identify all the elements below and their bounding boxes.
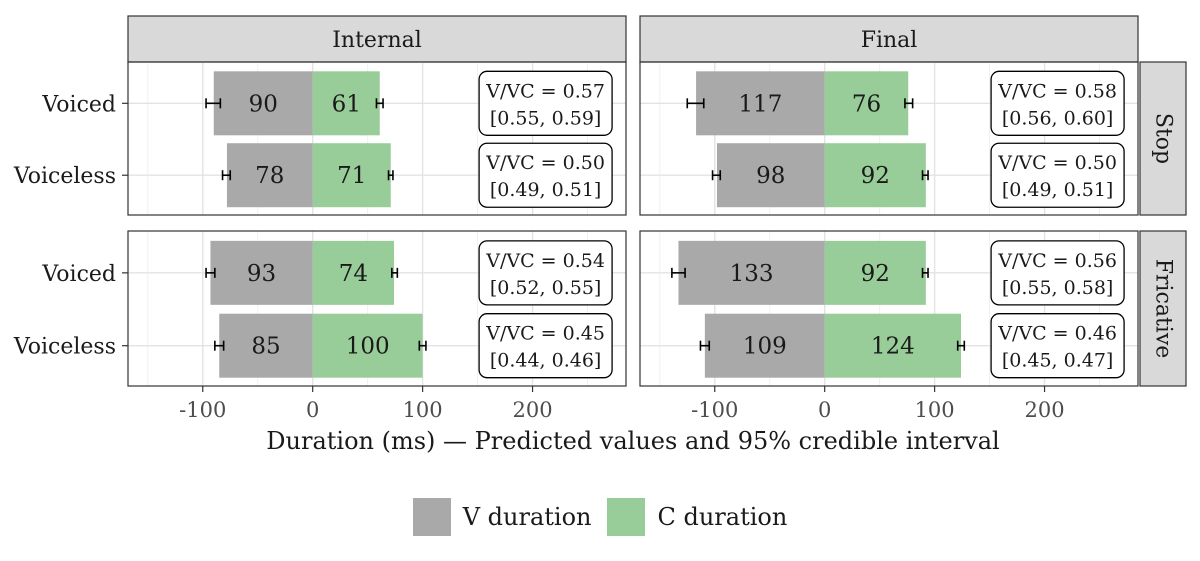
data-label-v-internal-stop-voiceless: 78 (255, 163, 284, 189)
x-axis-title: Duration (ms) — Predicted values and 95%… (266, 427, 1000, 455)
annotation-ci-final-stop-voiceless: [0.49, 0.51] (1002, 179, 1114, 201)
data-label-v-final-stop-voiced: 117 (738, 91, 782, 117)
x-tick-label: 0 (818, 398, 831, 422)
legend-label-c: C duration (657, 503, 788, 531)
legend: V duration C duration (0, 492, 1200, 542)
data-label-v-internal-fricative-voiceless: 85 (251, 334, 280, 360)
bar-c-final-fricative-voiceless (824, 313, 962, 378)
facet-strip-label-fricative: Fricative (1151, 259, 1176, 359)
bar-c-internal-fricative-voiceless (312, 313, 423, 378)
bar-v-final-stop-voiced (696, 71, 825, 136)
bar-c-final-fricative-voiced (824, 240, 926, 305)
legend-item-c: C duration (607, 498, 787, 536)
data-label-c-internal-fricative-voiced: 74 (339, 261, 368, 287)
annotation-ci-final-fricative-voiceless: [0.45, 0.47] (1002, 350, 1114, 372)
data-label-v-final-fricative-voiced: 133 (730, 261, 774, 287)
panel-border-final-fricative (639, 230, 1139, 387)
x-tick-label: 200 (513, 398, 553, 422)
annotation-ci-final-stop-voiced: [0.56, 0.60] (1002, 107, 1114, 129)
annotation-ratio-final-stop-voiceless: V/VC = 0.50 (997, 152, 1117, 174)
facet-strip-label-internal: Internal (332, 28, 422, 53)
annotation-box-final-fricative-voiced (990, 240, 1125, 306)
annotation-box-internal-stop-voiceless (478, 142, 613, 208)
data-label-v-final-stop-voiceless: 98 (756, 163, 785, 189)
annotation-ratio-internal-stop-voiced: V/VC = 0.57 (485, 80, 605, 102)
x-tick-label: 100 (915, 398, 955, 422)
annotation-ratio-final-fricative-voiced: V/VC = 0.56 (997, 250, 1117, 272)
annotation-box-internal-fricative-voiced (478, 240, 613, 306)
legend-label-v: V duration (462, 503, 592, 531)
annotation-ratio-final-stop-voiced: V/VC = 0.58 (997, 80, 1117, 102)
legend-swatch-v (412, 498, 451, 536)
annotation-ratio-internal-stop-voiceless: V/VC = 0.50 (485, 152, 605, 174)
annotation-ci-internal-fricative-voiceless: [0.44, 0.46] (490, 350, 602, 372)
x-tick-label: -100 (691, 398, 738, 422)
facet-strip-label-final: Final (861, 28, 918, 53)
x-tick-label: 100 (403, 398, 443, 422)
facet-strip-internal (127, 15, 627, 63)
x-tick-label: 200 (1025, 398, 1065, 422)
y-tick-label-voiced: Voiced (41, 262, 116, 287)
data-label-c-final-fricative-voiced: 92 (861, 261, 890, 287)
data-label-c-internal-stop-voiceless: 71 (337, 163, 366, 189)
annotation-ratio-internal-fricative-voiced: V/VC = 0.54 (485, 250, 605, 272)
annotation-box-final-stop-voiced (990, 70, 1125, 136)
annotation-ci-internal-stop-voiceless: [0.49, 0.51] (490, 179, 602, 201)
legend-item-v: V duration (412, 498, 592, 536)
annotation-ci-internal-fricative-voiced: [0.52, 0.55] (490, 277, 602, 299)
data-label-c-final-fricative-voiceless: 124 (871, 334, 915, 360)
bar-c-internal-stop-voiced (312, 71, 380, 136)
data-label-c-final-stop-voiceless: 92 (861, 163, 890, 189)
annotation-box-final-fricative-voiceless (990, 313, 1125, 379)
annotation-ratio-final-fricative-voiceless: V/VC = 0.46 (997, 323, 1117, 345)
bar-v-final-fricative-voiceless (704, 313, 825, 378)
bar-c-final-stop-voiced (824, 71, 909, 136)
annotation-ratio-internal-fricative-voiceless: V/VC = 0.45 (485, 323, 605, 345)
facet-strip-final (639, 15, 1139, 63)
annotation-box-internal-fricative-voiceless (478, 313, 613, 379)
bar-v-internal-stop-voiceless (226, 143, 313, 208)
bar-c-internal-fricative-voiced (312, 240, 395, 305)
x-tick-label: 0 (306, 398, 319, 422)
panel-border-internal-fricative (127, 230, 627, 387)
annotation-box-final-stop-voiceless (990, 142, 1125, 208)
panel-border-internal-stop (127, 61, 627, 216)
annotation-box-internal-stop-voiced (478, 70, 613, 136)
data-label-v-final-fricative-voiceless: 109 (743, 334, 787, 360)
facet-strip-stop (1139, 61, 1187, 216)
bar-v-internal-fricative-voiceless (219, 313, 313, 378)
bar-c-final-stop-voiceless (824, 143, 926, 208)
data-label-v-internal-stop-voiced: 90 (249, 91, 278, 117)
bar-v-final-stop-voiceless (716, 143, 825, 208)
facet-strip-fricative (1139, 230, 1187, 387)
y-tick-label-voiceless: Voiceless (13, 335, 116, 360)
bar-v-internal-fricative-voiced (210, 240, 313, 305)
data-label-c-internal-fricative-voiceless: 100 (346, 334, 390, 360)
bar-v-internal-stop-voiced (213, 71, 313, 136)
legend-swatch-c (607, 498, 646, 536)
bar-v-final-fricative-voiced (678, 240, 825, 305)
annotation-ci-internal-stop-voiced: [0.55, 0.59] (490, 107, 602, 129)
annotation-ci-final-fricative-voiced: [0.55, 0.58] (1002, 277, 1114, 299)
facet-strip-label-stop: Stop (1151, 113, 1176, 164)
bar-c-internal-stop-voiceless (312, 143, 391, 208)
data-label-v-internal-fricative-voiced: 93 (247, 261, 276, 287)
panel-border-final-stop (639, 61, 1139, 216)
data-label-c-final-stop-voiced: 76 (852, 91, 881, 117)
x-tick-label: -100 (179, 398, 226, 422)
data-label-c-internal-stop-voiced: 61 (332, 91, 361, 117)
y-tick-label-voiceless: Voiceless (13, 164, 116, 189)
y-tick-label-voiced: Voiced (41, 92, 116, 117)
